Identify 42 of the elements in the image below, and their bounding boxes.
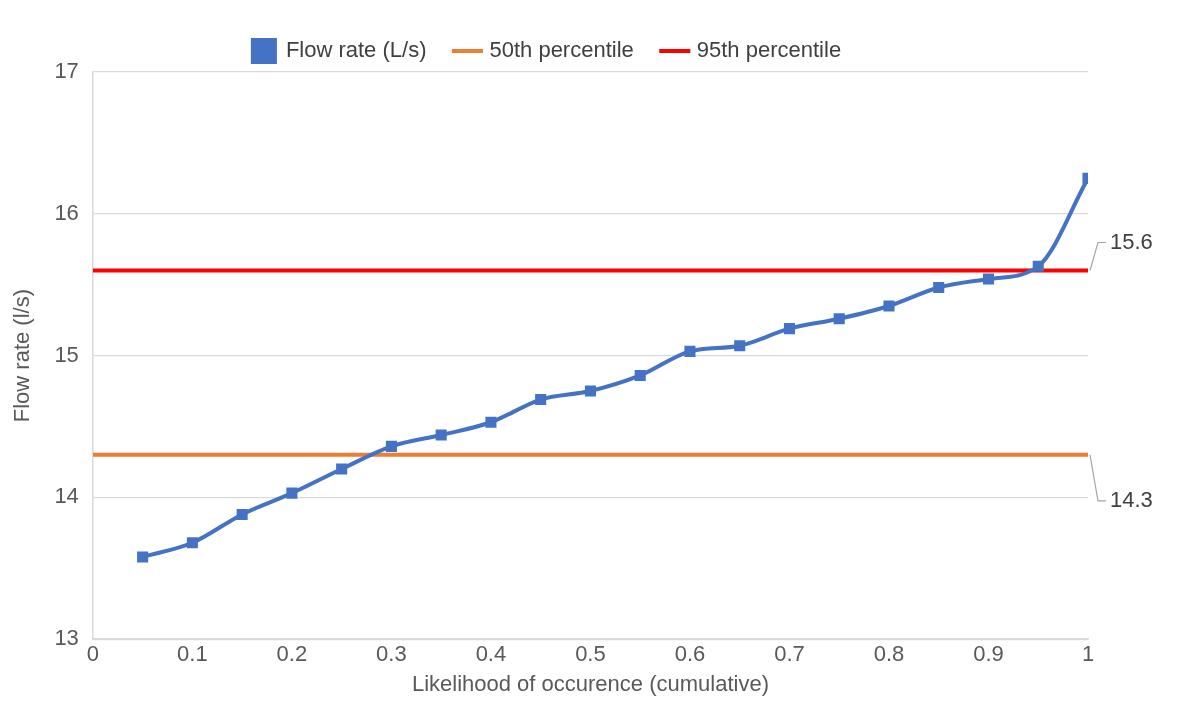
- point: [883, 300, 895, 312]
- point: [634, 369, 646, 381]
- x-axis-title: Likelihood of occurence (cumulative): [411, 670, 769, 696]
- legend-label: 95th percentile: [696, 37, 842, 63]
- point: [1032, 260, 1044, 272]
- point: [783, 323, 795, 335]
- x-tick-label: 0.3: [376, 641, 407, 667]
- y-tick-label: 13: [54, 625, 79, 651]
- legend-label: 50th percentile: [489, 37, 634, 63]
- point: [933, 282, 945, 294]
- point: [535, 394, 547, 406]
- point: [833, 313, 845, 325]
- x-tick-label: 0.7: [774, 641, 805, 667]
- y-tick-label: 15: [54, 341, 79, 367]
- x-tick-label: 0.8: [873, 641, 905, 667]
- point: [186, 537, 198, 549]
- point: [137, 551, 149, 563]
- point: [236, 508, 248, 520]
- point: [286, 487, 298, 499]
- point: [982, 273, 995, 285]
- legend-label: Flow rate (L/s): [285, 37, 427, 63]
- point: [584, 385, 596, 397]
- x-tick-label: 0: [86, 641, 99, 667]
- y-tick-label: 16: [54, 199, 79, 225]
- y-axis-title: Flow rate (l/s): [9, 288, 35, 423]
- point: [734, 340, 746, 352]
- y-tick-label: 14: [54, 483, 79, 509]
- annotation: 15.6: [1110, 228, 1153, 254]
- point: [684, 345, 696, 357]
- x-tick-label: 1: [1081, 641, 1095, 667]
- point: [336, 463, 348, 475]
- y-tick-label: 17: [54, 58, 79, 84]
- x-tick-label: 0.6: [674, 641, 706, 667]
- x-tick-label: 0.5: [575, 641, 606, 667]
- point: [435, 429, 447, 441]
- point: [485, 416, 497, 428]
- x-tick-label: 0.1: [177, 641, 208, 667]
- point: [385, 440, 397, 452]
- x-tick-label: 0.9: [973, 641, 1004, 667]
- x-tick-label: 0.2: [276, 641, 308, 667]
- annotation: 14.3: [1110, 486, 1153, 512]
- x-tick-label: 0.4: [475, 641, 507, 667]
